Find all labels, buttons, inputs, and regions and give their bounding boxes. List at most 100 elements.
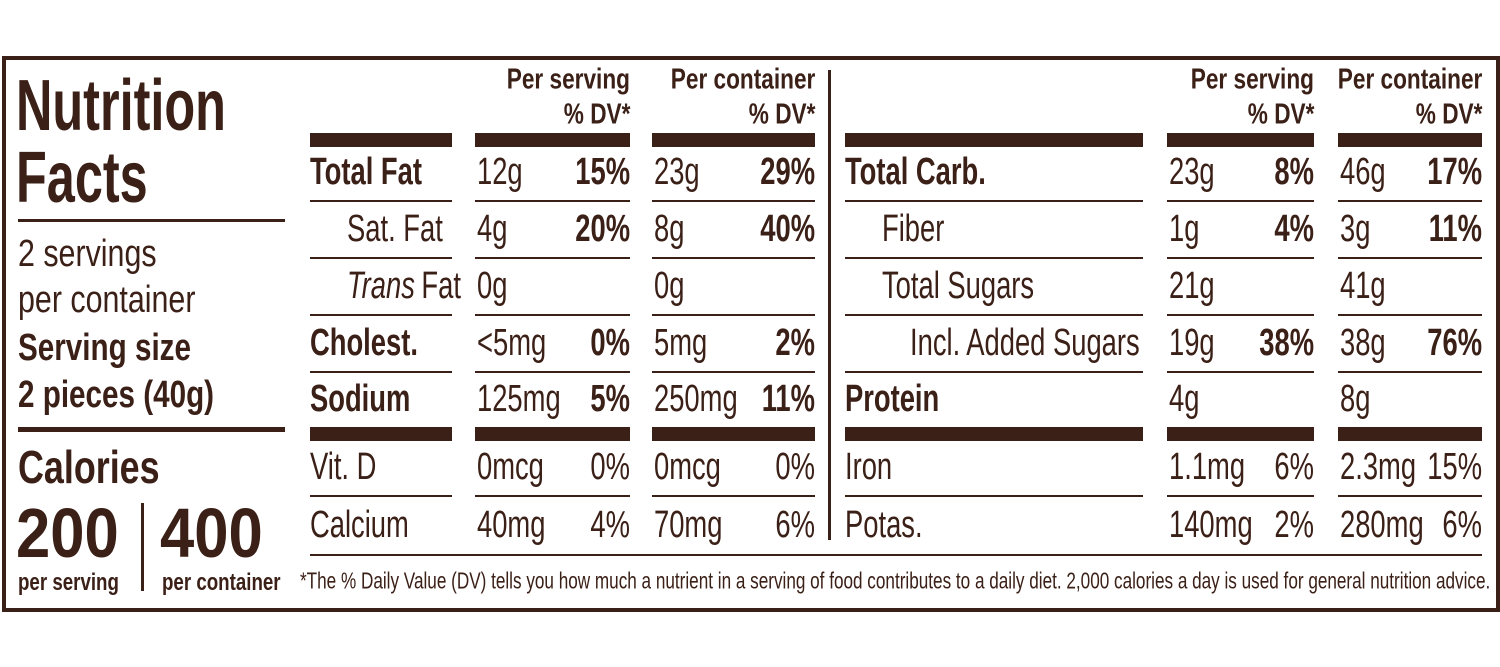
daily-value: 20% bbox=[575, 208, 630, 250]
nutrient-name: Sat. Fat bbox=[347, 208, 443, 250]
nutrient-name: Incl. Added Sugars bbox=[910, 322, 1140, 364]
row-rule bbox=[845, 257, 1143, 259]
nutrient-name: Total Sugars bbox=[882, 265, 1035, 307]
amount: 0mcg bbox=[654, 446, 721, 488]
nutrient-name: Cholest. bbox=[310, 322, 418, 364]
column-header: % DV* bbox=[748, 98, 815, 131]
amount: 0g bbox=[477, 265, 508, 307]
amount: 8g bbox=[654, 208, 685, 250]
nutrient-name: Sodium bbox=[310, 378, 411, 420]
row-rule bbox=[845, 371, 1143, 373]
row-rule bbox=[1167, 495, 1314, 497]
daily-value: 0% bbox=[590, 322, 630, 364]
row-rule bbox=[475, 200, 630, 202]
daily-value: 6% bbox=[1442, 504, 1482, 546]
amount: 12g bbox=[477, 151, 523, 193]
daily-value: 6% bbox=[1274, 446, 1314, 488]
row-rule bbox=[1167, 371, 1314, 373]
serving-size: 2 pieces (40g) bbox=[18, 374, 215, 416]
rule bbox=[310, 554, 1482, 556]
row-rule bbox=[1167, 314, 1314, 316]
calories-amount: 400 bbox=[160, 494, 263, 572]
daily-value: 38% bbox=[1259, 322, 1314, 364]
daily-value: 2% bbox=[775, 322, 815, 364]
daily-value: 4% bbox=[1274, 208, 1314, 250]
amount: 8g bbox=[1340, 378, 1371, 420]
row-rule bbox=[1167, 427, 1314, 441]
row-rule bbox=[845, 427, 1143, 441]
row-rule bbox=[845, 133, 1143, 147]
amount: 4g bbox=[477, 208, 508, 250]
column-header: Per container bbox=[1337, 63, 1482, 96]
nutrient-name: Total Fat bbox=[310, 151, 422, 193]
amount: 38g bbox=[1340, 322, 1386, 364]
row-rule bbox=[652, 371, 815, 373]
amount: 3g bbox=[1340, 208, 1371, 250]
column-header: Per serving bbox=[1190, 63, 1314, 96]
daily-value: 6% bbox=[775, 504, 815, 546]
row-rule bbox=[310, 427, 452, 441]
amount: 40mg bbox=[477, 504, 546, 546]
rule bbox=[18, 219, 285, 222]
daily-value: 76% bbox=[1427, 322, 1482, 364]
row-rule bbox=[475, 495, 630, 497]
daily-value: 4% bbox=[590, 504, 630, 546]
calories-amount: 200 bbox=[16, 494, 119, 572]
amount: 41g bbox=[1340, 265, 1386, 307]
daily-value: 40% bbox=[760, 208, 815, 250]
daily-value: 8% bbox=[1274, 151, 1314, 193]
row-rule bbox=[310, 371, 452, 373]
daily-value: 11% bbox=[761, 378, 815, 420]
amount: 19g bbox=[1169, 322, 1215, 364]
amount: 2.3mg bbox=[1340, 446, 1417, 488]
daily-value: 15% bbox=[575, 151, 630, 193]
daily-value: 15% bbox=[1427, 446, 1482, 488]
row-rule bbox=[475, 257, 630, 259]
amount: 21g bbox=[1169, 265, 1215, 307]
column-header: Per serving bbox=[506, 63, 630, 96]
row-rule bbox=[1338, 371, 1482, 373]
nutrient-name: Trans Fat bbox=[347, 267, 461, 305]
row-rule bbox=[652, 257, 815, 259]
nutrient-name: Calcium bbox=[310, 504, 409, 546]
column-header: Per container bbox=[670, 63, 815, 96]
amount: 5mg bbox=[654, 322, 708, 364]
row-rule bbox=[652, 200, 815, 202]
amount: 23g bbox=[654, 151, 700, 193]
row-rule bbox=[845, 200, 1143, 202]
row-rule bbox=[310, 314, 452, 316]
row-rule bbox=[310, 257, 452, 259]
row-rule bbox=[652, 427, 815, 441]
row-rule bbox=[652, 133, 815, 147]
row-rule bbox=[1167, 257, 1314, 259]
title: Nutrition bbox=[16, 66, 226, 146]
daily-value: 5% bbox=[590, 378, 630, 420]
amount: 140mg bbox=[1169, 504, 1253, 546]
amount: 23g bbox=[1169, 151, 1215, 193]
label-frame bbox=[2, 56, 1500, 612]
amount: 125mg bbox=[477, 378, 561, 420]
row-rule bbox=[475, 371, 630, 373]
daily-value: 2% bbox=[1274, 504, 1314, 546]
row-rule bbox=[1338, 133, 1482, 147]
row-rule bbox=[1338, 257, 1482, 259]
amount: 1.1mg bbox=[1169, 446, 1246, 488]
daily-value: 29% bbox=[760, 151, 815, 193]
row-rule bbox=[310, 200, 452, 202]
servings: 2 servings bbox=[18, 233, 157, 275]
nutrient-name: Protein bbox=[845, 378, 940, 420]
amount: 0g bbox=[654, 265, 685, 307]
footnote: *The % Daily Value (DV) tells you how mu… bbox=[300, 567, 1491, 594]
row-rule bbox=[652, 495, 815, 497]
column-header: % DV* bbox=[1247, 98, 1314, 131]
daily-value: 11% bbox=[1428, 208, 1482, 250]
amount: 1g bbox=[1169, 208, 1200, 250]
title: Facts bbox=[16, 138, 148, 218]
rule bbox=[18, 427, 285, 432]
daily-value: 17% bbox=[1427, 151, 1482, 193]
calories-unit: per serving bbox=[18, 569, 119, 596]
column-header: % DV* bbox=[1415, 98, 1482, 131]
amount: 250mg bbox=[654, 378, 738, 420]
row-rule bbox=[1167, 133, 1314, 147]
